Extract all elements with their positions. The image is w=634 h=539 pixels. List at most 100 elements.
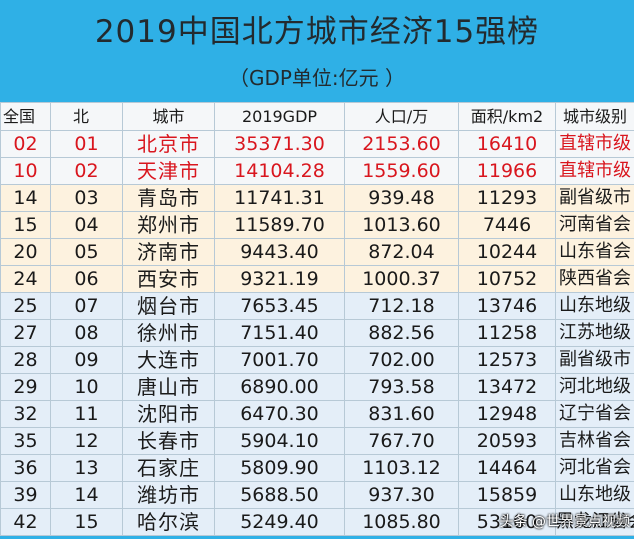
gdp-cell: 6890.00 <box>214 373 345 401</box>
city-cell: 大连市 <box>122 346 215 374</box>
north-rank-cell: 02 <box>50 157 123 185</box>
area-cell: 7446 <box>458 211 556 239</box>
table-row: 27 08 徐州市 7151.40 882.56 11258 江苏地级 <box>0 319 634 347</box>
national-rank-cell: 29 <box>0 373 51 401</box>
col-header-population: 人口/万 <box>344 102 459 131</box>
gdp-cell: 14104.28 <box>214 157 345 185</box>
area-cell: 16410 <box>458 130 556 158</box>
north-rank-cell: 01 <box>50 130 123 158</box>
area-cell: 11258 <box>458 319 556 347</box>
city-cell: 北京市 <box>122 130 215 158</box>
table-row: 25 07 烟台市 7653.45 712.18 13746 山东地级 <box>0 292 634 320</box>
national-rank-cell: 14 <box>0 184 51 212</box>
table-row: 28 09 大连市 7001.70 702.00 12573 副省级市 <box>0 346 634 374</box>
gdp-cell: 7653.45 <box>214 292 345 320</box>
city-cell: 济南市 <box>122 238 215 266</box>
population-cell: 1000.37 <box>344 265 459 293</box>
national-rank-cell: 15 <box>0 211 51 239</box>
level-cell: 直辖市级 <box>555 130 634 158</box>
level-cell: 山东地级 <box>555 481 634 509</box>
col-header-gdp: 2019GDP <box>214 102 345 131</box>
table-row: 35 12 长春市 5904.10 767.70 20593 吉林省会 <box>0 427 634 455</box>
city-cell: 石家庄 <box>122 454 215 482</box>
table-row: 24 06 西安市 9321.19 1000.37 10752 陕西省会 <box>0 265 634 293</box>
north-rank-cell: 13 <box>50 454 123 482</box>
gdp-cell: 6470.30 <box>214 400 345 428</box>
population-cell: 937.30 <box>344 481 459 509</box>
level-cell: 副省级市 <box>555 346 634 374</box>
gdp-cell: 11589.70 <box>214 211 345 239</box>
population-cell: 1013.60 <box>344 211 459 239</box>
area-cell: 15859 <box>458 481 556 509</box>
area-cell: 14464 <box>458 454 556 482</box>
col-header-area: 面积/km2 <box>458 102 556 131</box>
population-cell: 767.70 <box>344 427 459 455</box>
gdp-cell: 7151.40 <box>214 319 345 347</box>
area-cell: 12948 <box>458 400 556 428</box>
north-rank-cell: 15 <box>50 508 123 536</box>
population-cell: 1559.60 <box>344 157 459 185</box>
population-cell: 793.58 <box>344 373 459 401</box>
gdp-cell: 9321.19 <box>214 265 345 293</box>
city-cell: 西安市 <box>122 265 215 293</box>
city-cell: 哈尔滨 <box>122 508 215 536</box>
table-row: 14 03 青岛市 11741.31 939.48 11293 副省级市 <box>0 184 634 212</box>
national-rank-cell: 02 <box>0 130 51 158</box>
gdp-cell: 5904.10 <box>214 427 345 455</box>
title-banner: 2019中国北方城市经济15强榜 （GDP单位:亿元 ） <box>0 0 634 101</box>
city-cell: 沈阳市 <box>122 400 215 428</box>
level-cell: 陕西省会 <box>555 265 634 293</box>
level-cell: 辽宁省会 <box>555 400 634 428</box>
national-rank-cell: 42 <box>0 508 51 536</box>
national-rank-cell: 32 <box>0 400 51 428</box>
table-row: 20 05 济南市 9443.40 872.04 10244 山东省会 <box>0 238 634 266</box>
population-cell: 939.48 <box>344 184 459 212</box>
north-rank-cell: 10 <box>50 373 123 401</box>
level-cell: 直辖市级 <box>555 157 634 185</box>
north-rank-cell: 04 <box>50 211 123 239</box>
page-title: 2019中国北方城市经济15强榜 <box>94 14 540 50</box>
city-cell: 徐州市 <box>122 319 215 347</box>
city-cell: 潍坊市 <box>122 481 215 509</box>
north-rank-cell: 11 <box>50 400 123 428</box>
population-cell: 882.56 <box>344 319 459 347</box>
city-cell: 烟台市 <box>122 292 215 320</box>
area-cell: 20593 <box>458 427 556 455</box>
north-rank-cell: 09 <box>50 346 123 374</box>
gdp-cell: 11741.31 <box>214 184 345 212</box>
level-cell: 江苏地级 <box>555 319 634 347</box>
city-cell: 郑州市 <box>122 211 215 239</box>
north-rank-cell: 08 <box>50 319 123 347</box>
population-cell: 712.18 <box>344 292 459 320</box>
north-rank-cell: 12 <box>50 427 123 455</box>
area-cell: 11293 <box>458 184 556 212</box>
city-cell: 唐山市 <box>122 373 215 401</box>
national-rank-cell: 25 <box>0 292 51 320</box>
col-header-national-rank: 全国 <box>0 102 51 131</box>
level-cell: 河南省会 <box>555 211 634 239</box>
population-cell: 1085.80 <box>344 508 459 536</box>
level-cell: 河北地级 <box>555 373 634 401</box>
level-cell: 黑龙江省会 <box>555 508 634 536</box>
national-rank-cell: 35 <box>0 427 51 455</box>
level-cell: 副省级市 <box>555 184 634 212</box>
population-cell: 831.60 <box>344 400 459 428</box>
col-header-level: 城市级别 <box>555 102 634 131</box>
gdp-cell: 35371.30 <box>214 130 345 158</box>
north-rank-cell: 14 <box>50 481 123 509</box>
national-rank-cell: 36 <box>0 454 51 482</box>
area-cell: 53100 <box>458 508 556 536</box>
north-rank-cell: 06 <box>50 265 123 293</box>
table-row: 29 10 唐山市 6890.00 793.58 13472 河北地级 <box>0 373 634 401</box>
table-row: 36 13 石家庄 5809.90 1103.12 14464 河北省会 <box>0 454 634 482</box>
table-body: 02 01 北京市 35371.30 2153.60 16410 直辖市级 10 02 天津市 14… <box>0 130 634 536</box>
table-header-row: 全国 北 城市 2019GDP 人口/万 面积/km2 城市级别 <box>0 102 634 131</box>
national-rank-cell: 24 <box>0 265 51 293</box>
national-rank-cell: 39 <box>0 481 51 509</box>
table-row: 15 04 郑州市 11589.70 1013.60 7446 河南省会 <box>0 211 634 239</box>
area-cell: 11966 <box>458 157 556 185</box>
unit-note: （GDP单位:亿元 ） <box>228 66 406 90</box>
gdp-cell: 5809.90 <box>214 454 345 482</box>
city-cell: 青岛市 <box>122 184 215 212</box>
